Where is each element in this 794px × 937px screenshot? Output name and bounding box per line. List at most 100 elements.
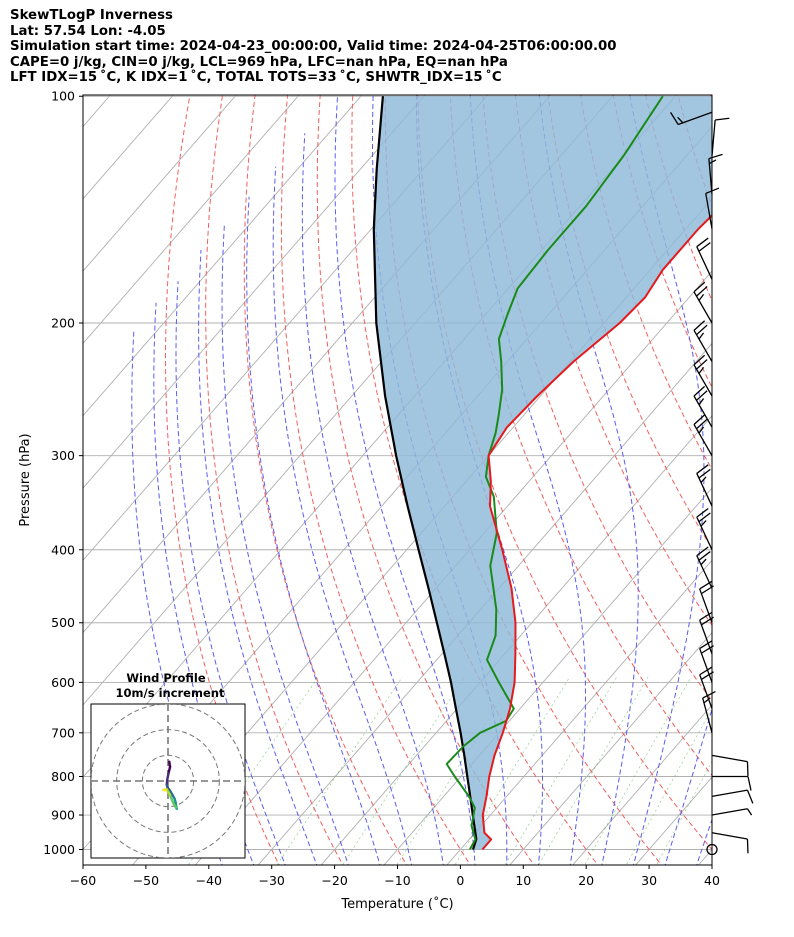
isotherm-line [572,704,712,865]
dry-adiabat-line [482,95,712,702]
x-tick-label: 0 [456,873,464,888]
moist-adiabat-line [334,96,476,865]
hodograph-title: Wind Profile [126,671,206,685]
dewpoint-line [445,95,664,850]
parcel-profile-line [372,96,478,850]
indices-line-2: LFT IDX=15 ˚C, K IDX=1 ˚C, TOTAL TOTS=33… [10,70,502,85]
barb-staff [711,832,748,840]
barb-flag [701,671,714,680]
mixing-ratio-line [396,676,516,865]
barb-flag [698,366,705,374]
isotherm-line [83,95,300,345]
barb-staff [696,473,713,507]
barb-flag [700,476,707,483]
isotherm-line [83,95,237,272]
wind-barb [693,320,713,362]
x-tick-label: −50 [133,873,159,888]
barb-flag [693,320,706,331]
y-tick-label: 300 [51,448,75,463]
wind-barb [693,414,713,456]
barb-staff [711,119,716,156]
barb-staff [696,246,713,280]
barb-staff [693,330,713,362]
wind-barb [699,640,714,683]
moist-adiabat-line [538,95,639,865]
barb-flag [747,776,752,791]
y-tick-label: 1000 [43,842,75,857]
barb-flag [701,616,714,626]
isotherm-line [446,559,712,865]
barb-staff [711,789,748,797]
barb-flag [677,116,684,124]
y-tick-label: 500 [51,615,75,630]
x-axis-label: Temperature (˚C) [340,896,453,912]
barb-flag [698,551,711,561]
wind-barb [705,187,720,230]
barb-flag [698,426,705,434]
barb-flag [698,512,711,523]
barb-staff [693,424,713,456]
temperature-line [481,214,712,851]
barb-staff [702,697,713,733]
x-tick-label: −40 [196,873,222,888]
wind-barbs [670,111,754,856]
barb-flag [698,293,705,301]
barb-staff [693,291,713,324]
barb-flag [746,838,749,854]
x-tick-label: 10 [515,873,531,888]
barb-staff [696,555,713,589]
mixing-ratio-line [625,708,712,865]
barb-flag [746,789,754,804]
time-line: Simulation start time: 2024-04-23_00:00:… [10,39,617,54]
barb-flag [670,112,679,125]
chart-header: SkewTLogP Inverness Lat: 57.54 Lon: -4.0… [10,8,617,86]
isotherm-line [320,415,712,865]
wind-barb [711,808,753,816]
indices-line-1: CAPE=0 j/kg, CIN=0 j/kg, LCL=969 hPa, LF… [10,54,508,70]
wind-barb [699,666,714,709]
wind-barb [693,385,713,428]
mixing-ratio-line [538,676,649,865]
wind-barb [711,117,730,156]
barb-flag [699,666,713,676]
y-axis-label: Pressure (hPa) [18,433,33,526]
moist-adiabat-line [221,224,349,865]
mixing-ratio-line [584,676,692,865]
wind-barb [670,111,713,126]
dry-adiabat-line [772,82,794,869]
barb-flag [746,808,753,816]
barb-flag [699,640,713,650]
hodograph-inset: Wind Profile 10m/s increment [90,671,246,859]
moist-adiabat-line [415,95,543,865]
y-tick-label: 900 [51,808,75,823]
wind-barb [712,775,752,791]
mixing-ratio-line [276,676,403,865]
dry-adiabat-line [165,95,280,865]
dry-adiabat-line [710,95,712,102]
y-tick-label: 400 [51,542,75,557]
barb-flag [696,286,708,297]
wind-barb [693,354,713,397]
barb-staff [677,111,713,126]
isotherm-line [83,95,363,417]
barb-staff [708,158,713,195]
moist-adiabat-line [629,95,705,865]
moist-adiabat-line [198,249,318,865]
wind-barb-calm [706,843,718,856]
y-tick-label: 800 [51,769,75,784]
mixing-ratio-line [656,760,712,865]
barb-flag [705,187,720,195]
barb-staff [705,193,713,230]
wind-barb [699,611,714,655]
barb-flag [702,690,716,699]
wind-barb [711,789,754,804]
y-tick-label: 700 [51,725,75,740]
moist-adiabat-line [175,281,286,865]
wind-barb [693,281,713,324]
moist-adiabat-line [246,196,381,865]
barb-flag [693,354,706,366]
hodograph-subtitle: 10m/s increment [116,686,225,700]
barb-flag [698,398,705,406]
wind-barb [696,237,713,280]
